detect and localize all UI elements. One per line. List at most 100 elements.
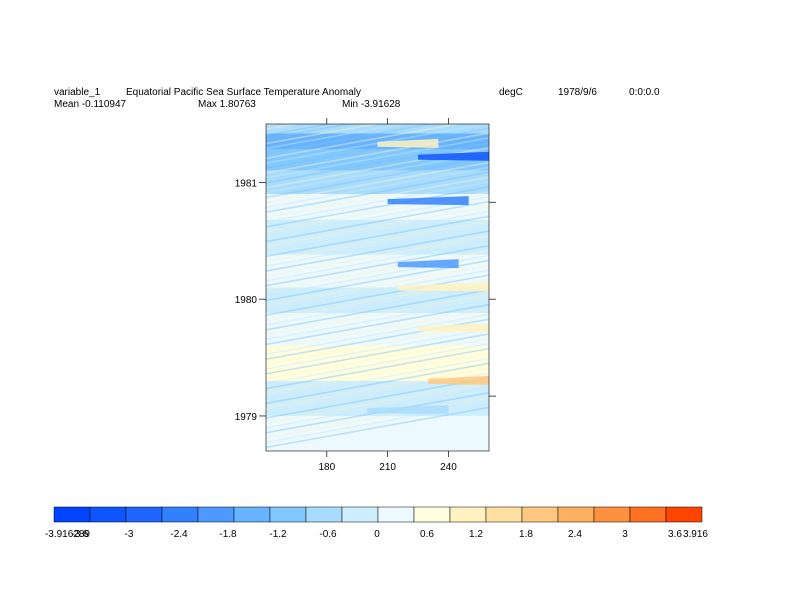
- heat-streak-10: [266, 132, 489, 174]
- heat-streak-65: [266, 401, 489, 444]
- header-variable: variable_1: [54, 87, 101, 98]
- heat-streak-38: [266, 269, 489, 311]
- heatmap-field: [266, 124, 489, 451]
- heat-streak-39: [266, 274, 489, 316]
- header-date: 1978/9/6: [558, 87, 597, 98]
- y-tick-label-1980: 1980: [235, 295, 258, 306]
- header-title: Equatorial Pacific Sea Surface Temperatu…: [126, 87, 361, 98]
- heat-streak-52: [266, 338, 489, 380]
- heat-feature-7: [367, 405, 449, 415]
- x-tick-label-210: 210: [379, 462, 396, 473]
- colorbar-swatch-16: [629, 506, 667, 523]
- heat-streak-69: [266, 124, 333, 136]
- heat-streak-9: [266, 127, 489, 169]
- header-mean: Mean -0.110947: [54, 99, 127, 110]
- x-tick-label-240: 240: [440, 462, 457, 473]
- colorbar-swatch-15: [593, 506, 631, 523]
- colorbar-swatch-10: [413, 506, 451, 523]
- colorbar-label-5: -1.2: [269, 529, 287, 540]
- heat-streak-6: [266, 124, 435, 155]
- heat-band-3: [266, 170, 489, 195]
- colorbar-label-13: 3.6: [668, 529, 682, 540]
- colorbar-swatch-5: [233, 506, 271, 523]
- heat-streak-41: [266, 284, 489, 326]
- colorbar-swatch-12: [485, 506, 523, 523]
- heat-streak-1: [266, 124, 298, 130]
- y-tick-label-1979: 1979: [235, 412, 258, 423]
- heat-streak-0: [266, 124, 271, 125]
- colorbar-swatch-2: [125, 506, 163, 523]
- heat-streak-15: [266, 156, 489, 199]
- heat-streak-28: [266, 220, 489, 262]
- colorbar-swatch-9: [377, 506, 415, 523]
- heat-band-0: [266, 124, 489, 134]
- colorbar: -3.916289-3.6 -3 -2.4 -1.8 -1.2 -0.6 0 0.6 1.2 1.…: [45, 506, 708, 540]
- heat-streak-43: [266, 293, 489, 336]
- colorbar-swatch-4: [197, 506, 235, 523]
- heat-streak-32: [266, 240, 489, 282]
- colorbar-swatch-0: [53, 506, 91, 523]
- heat-streak-64: [266, 396, 489, 439]
- plot-frame: [265, 123, 490, 452]
- heat-streak-53: [266, 342, 489, 385]
- heat-streak-34: [266, 249, 489, 292]
- heat-streak-5: [266, 124, 408, 150]
- heat-feature-6: [428, 375, 489, 385]
- header-max: Max 1.80763: [198, 99, 256, 110]
- colorbar-label-12: 3: [622, 529, 628, 540]
- colorbar-label-10: 1.8: [519, 529, 533, 540]
- header-units: degC: [499, 87, 523, 98]
- heat-streak-58: [266, 367, 489, 409]
- axes: 180 210 240 1979 1980 1981: [235, 118, 496, 473]
- colorbar-swatch-13: [521, 506, 559, 523]
- header-time: 0:0:0.0: [629, 87, 660, 98]
- colorbar-label-0: -3.916289: [45, 529, 90, 540]
- heat-streak-54: [266, 347, 489, 390]
- y-tick-label-1981: 1981: [235, 178, 258, 189]
- heat-streak-11: [266, 137, 489, 179]
- colorbar-swatch-11: [449, 506, 487, 523]
- heat-streak-45: [266, 303, 489, 346]
- heat-streak-19: [266, 176, 489, 218]
- heat-feature-4: [397, 282, 489, 292]
- heat-band-5: [266, 219, 489, 255]
- header-min: Min -3.91628: [342, 99, 401, 110]
- colorbar-swatch-7: [305, 506, 343, 523]
- heat-streak-3: [266, 124, 353, 140]
- heat-band-7: [266, 287, 489, 314]
- heat-streak-42: [266, 289, 489, 331]
- heat-streak-18: [266, 171, 489, 213]
- heat-streak-51: [266, 333, 489, 375]
- colorbar-label-2: -3: [125, 529, 134, 540]
- colorbar-label-11: 2.4: [568, 529, 582, 540]
- heat-streak-12: [266, 142, 489, 184]
- heat-feature-3: [397, 259, 459, 269]
- colorbar-swatch-6: [269, 506, 307, 523]
- colorbar-swatch-3: [161, 506, 199, 523]
- colorbar-label-14: 3.916: [683, 529, 708, 540]
- x-tick-label-180: 180: [318, 462, 335, 473]
- colorbar-swatch-17: [665, 506, 703, 523]
- heat-streak-37: [266, 264, 489, 307]
- heat-streak-21: [266, 186, 489, 228]
- colorbar-swatch-1: [89, 506, 127, 523]
- colorbar-label-1: -3.6: [71, 529, 89, 540]
- heat-feature-0: [418, 151, 489, 161]
- heat-streak-2: [266, 124, 326, 135]
- heat-streak-17: [266, 166, 489, 209]
- heat-streak-16: [266, 161, 489, 204]
- heat-streak-27: [266, 215, 489, 258]
- heat-streak-47: [266, 313, 489, 356]
- heat-streak-31: [266, 235, 489, 277]
- heat-streak-26: [266, 210, 489, 253]
- colorbar-label-4: -1.8: [219, 529, 237, 540]
- colorbar-label-3: -2.4: [170, 529, 188, 540]
- heat-feature-1: [387, 196, 469, 206]
- heat-streak-7: [266, 124, 462, 160]
- colorbar-label-7: 0: [374, 529, 380, 540]
- heat-streak-46: [266, 308, 489, 351]
- heat-streak-66: [266, 406, 489, 449]
- heat-streak-29: [266, 225, 489, 267]
- colorbar-swatch-8: [341, 506, 379, 523]
